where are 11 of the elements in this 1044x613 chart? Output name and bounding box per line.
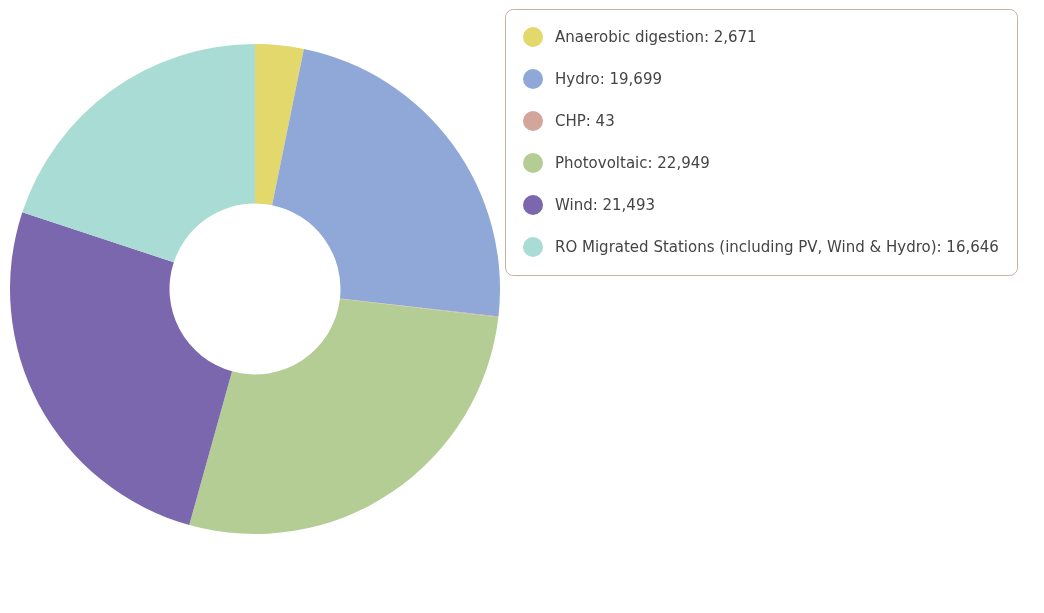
donut-slice (272, 48, 500, 317)
legend-label: Wind: 21,493 (555, 196, 656, 214)
donut-slice (22, 44, 255, 263)
legend-label: RO Migrated Stations (including PV, Wind & Hydro): 16,646 (555, 238, 999, 256)
legend-label: Anaerobic digestion: 2,671 (555, 28, 757, 46)
legend-label: Hydro: 19,699 (555, 70, 662, 88)
legend-label: Photovoltaic: 22,949 (555, 154, 710, 172)
donut-slice (255, 44, 304, 206)
legend-label: CHP: 43 (555, 112, 615, 130)
donut-slice (10, 212, 233, 526)
donut-slice (189, 298, 499, 534)
